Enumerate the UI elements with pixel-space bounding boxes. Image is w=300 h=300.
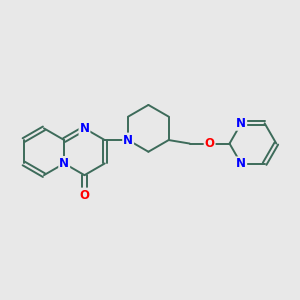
Text: O: O [80, 188, 89, 202]
Text: N: N [80, 122, 89, 135]
Text: N: N [236, 157, 246, 170]
Text: N: N [236, 117, 246, 130]
Text: N: N [123, 134, 133, 147]
Text: N: N [59, 157, 69, 170]
Text: O: O [205, 137, 214, 150]
